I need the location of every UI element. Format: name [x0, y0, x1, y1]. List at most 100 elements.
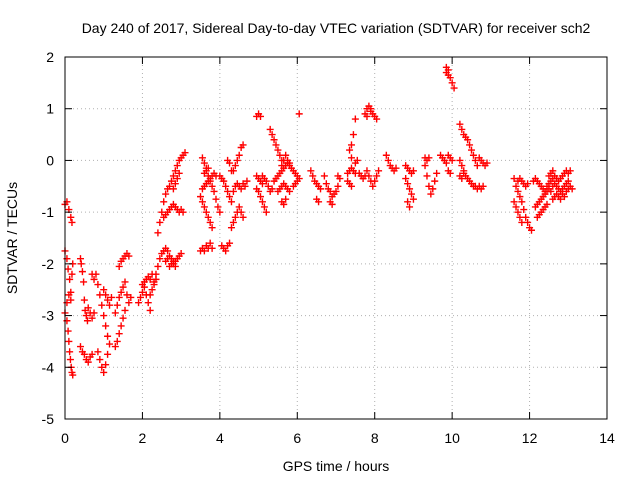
data-point	[235, 151, 243, 159]
data-point	[82, 312, 90, 320]
data-point	[83, 317, 91, 325]
data-point	[227, 198, 235, 206]
data-point	[100, 368, 108, 376]
data-point	[460, 169, 468, 177]
data-point	[156, 218, 164, 226]
data-point	[404, 180, 412, 188]
data-point	[518, 198, 526, 206]
data-point	[270, 136, 278, 144]
data-point	[468, 146, 475, 154]
data-point	[349, 131, 357, 139]
data-point	[392, 164, 400, 172]
data-point	[67, 296, 75, 304]
data-point	[173, 162, 181, 170]
data-point	[295, 175, 303, 183]
data-point	[237, 185, 245, 193]
data-point	[90, 309, 98, 317]
data-point	[104, 350, 112, 358]
y-tick-label: -1	[42, 204, 55, 220]
data-point	[317, 185, 325, 193]
data-point	[92, 270, 100, 278]
data-point	[322, 180, 330, 188]
y-tick-label: -4	[42, 359, 55, 375]
data-point	[456, 156, 464, 164]
data-point	[309, 172, 317, 180]
data-point	[210, 187, 218, 195]
data-point	[94, 348, 102, 356]
data-point	[121, 278, 129, 286]
data-point	[464, 136, 472, 144]
data-point	[346, 146, 354, 154]
data-point	[568, 185, 576, 193]
data-point	[77, 260, 85, 268]
data-point	[406, 185, 414, 193]
data-point	[216, 208, 224, 216]
data-point	[154, 229, 162, 237]
data-point	[226, 159, 234, 167]
data-point	[102, 322, 110, 330]
data-point	[200, 203, 208, 211]
data-point	[231, 162, 239, 170]
data-point	[113, 337, 121, 345]
data-point	[84, 358, 92, 366]
data-point	[98, 301, 106, 309]
data-point	[286, 159, 294, 167]
data-point	[268, 185, 276, 193]
data-point	[524, 180, 532, 188]
data-point	[518, 218, 526, 226]
data-point	[115, 330, 123, 338]
data-point	[260, 203, 268, 211]
data-point	[200, 159, 208, 167]
data-point	[80, 278, 88, 286]
data-point	[514, 208, 522, 216]
data-point	[320, 172, 328, 180]
data-point	[115, 293, 123, 301]
data-point	[433, 169, 441, 177]
x-tick-label: 6	[293, 430, 301, 446]
data-point	[102, 361, 110, 369]
data-point	[146, 306, 154, 314]
data-point	[67, 213, 75, 221]
data-point	[458, 175, 466, 183]
data-point	[353, 156, 361, 164]
data-point	[268, 131, 276, 139]
data-point	[566, 167, 574, 175]
y-tick-label: -3	[42, 308, 55, 324]
data-point	[233, 156, 241, 164]
data-point	[200, 247, 208, 255]
y-tick-label: -2	[42, 256, 55, 272]
data-point	[76, 343, 84, 351]
data-point	[111, 309, 119, 317]
data-point	[206, 218, 214, 226]
data-point	[229, 187, 237, 195]
data-point	[100, 286, 108, 294]
data-point	[179, 208, 187, 216]
data-point	[334, 182, 342, 190]
data-point	[282, 195, 290, 203]
data-point	[260, 175, 268, 183]
data-point	[427, 190, 435, 198]
data-point	[450, 84, 458, 92]
data-point	[351, 115, 359, 123]
data-point	[78, 268, 86, 276]
data-point	[510, 198, 518, 206]
data-point	[64, 265, 72, 273]
data-point	[258, 180, 266, 188]
axis-ticks	[64, 56, 608, 420]
data-point	[557, 195, 565, 203]
data-point	[177, 250, 185, 258]
data-point	[227, 224, 235, 232]
data-point	[169, 257, 177, 265]
data-point	[406, 203, 414, 211]
data-point	[371, 177, 379, 185]
data-point	[106, 340, 114, 348]
data-point	[68, 218, 76, 226]
data-point	[365, 172, 373, 180]
data-point	[121, 306, 129, 314]
data-point	[204, 213, 212, 221]
data-point	[516, 193, 524, 201]
data-point	[458, 162, 466, 170]
data-point	[425, 154, 433, 162]
data-point	[119, 314, 127, 322]
data-point	[429, 185, 437, 193]
